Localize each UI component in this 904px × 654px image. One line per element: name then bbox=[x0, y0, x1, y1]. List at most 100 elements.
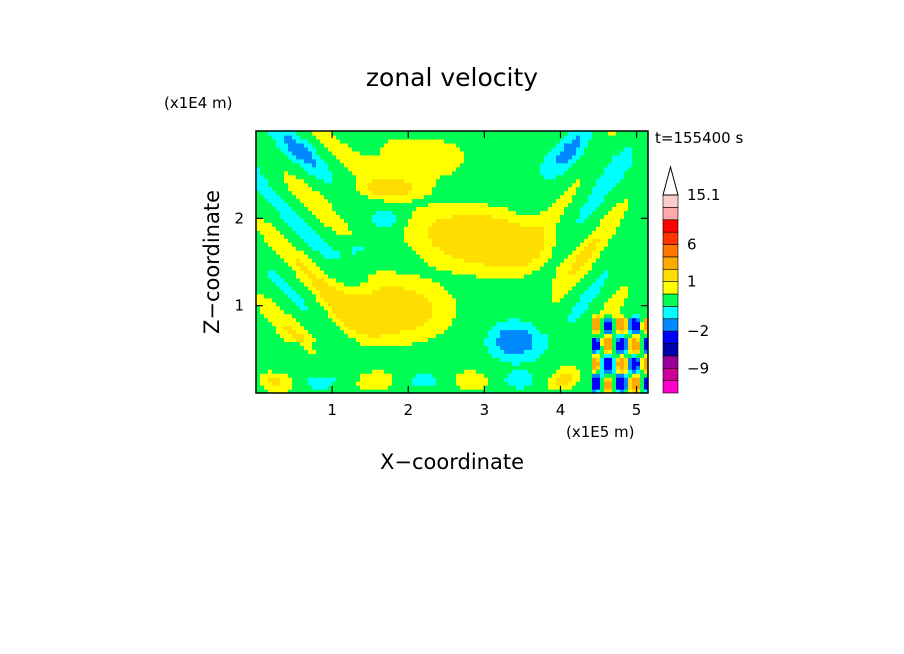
field-cell bbox=[372, 293, 377, 299]
field-cell bbox=[472, 321, 477, 327]
field-cell bbox=[316, 385, 321, 390]
field-cell bbox=[272, 218, 277, 223]
field-cell bbox=[368, 269, 373, 275]
field-cell bbox=[588, 385, 593, 390]
field-cell bbox=[472, 250, 477, 255]
field-cell bbox=[280, 250, 285, 255]
field-cell bbox=[388, 218, 393, 223]
field-cell bbox=[552, 258, 557, 263]
field-cell bbox=[472, 190, 477, 196]
field-cell bbox=[504, 317, 509, 323]
field-cell bbox=[460, 321, 465, 327]
field-cell bbox=[588, 313, 593, 319]
field-cell bbox=[300, 218, 305, 223]
field-cell bbox=[484, 333, 489, 339]
field-cell bbox=[484, 377, 489, 382]
field-cell bbox=[264, 385, 269, 390]
field-cell bbox=[616, 321, 621, 327]
field-cell bbox=[432, 258, 437, 263]
field-cell bbox=[376, 242, 381, 247]
field-cell bbox=[564, 341, 569, 346]
field-cell bbox=[380, 281, 385, 287]
field-cell bbox=[472, 337, 477, 342]
field-cell bbox=[616, 190, 621, 196]
field-cell bbox=[580, 329, 585, 335]
field-cell bbox=[348, 242, 353, 247]
field-cell bbox=[624, 242, 629, 247]
field-cell bbox=[616, 230, 621, 235]
field-cell bbox=[320, 333, 325, 339]
field-cell bbox=[396, 226, 401, 231]
field-cell bbox=[536, 305, 541, 311]
field-cell bbox=[392, 361, 397, 366]
field-cell bbox=[564, 226, 569, 231]
field-cell bbox=[516, 202, 521, 208]
field-cell bbox=[532, 258, 537, 263]
field-cell bbox=[300, 246, 305, 251]
field-cell bbox=[588, 369, 593, 374]
field-cell bbox=[364, 381, 369, 386]
field-cell bbox=[540, 273, 545, 279]
field-cell bbox=[644, 357, 648, 362]
field-cell bbox=[624, 325, 629, 331]
field-cell bbox=[512, 194, 517, 200]
field-cell bbox=[512, 273, 517, 279]
field-cell bbox=[268, 369, 273, 374]
field-cell bbox=[644, 381, 648, 386]
field-cell bbox=[420, 258, 425, 263]
field-cell bbox=[336, 321, 341, 327]
field-cell bbox=[276, 377, 281, 382]
field-cell bbox=[468, 353, 473, 358]
field-cell bbox=[572, 365, 577, 370]
field-cell bbox=[504, 218, 509, 223]
field-cell bbox=[424, 325, 429, 331]
field-cell bbox=[368, 313, 373, 319]
field-cell bbox=[384, 210, 389, 215]
field-cell bbox=[372, 289, 377, 295]
field-cell bbox=[280, 345, 285, 350]
field-cell bbox=[616, 254, 621, 259]
field-cell bbox=[300, 293, 305, 299]
field-cell bbox=[492, 333, 497, 339]
field-cell bbox=[544, 325, 549, 331]
field-cell bbox=[392, 273, 397, 279]
field-cell bbox=[620, 273, 625, 279]
field-cell bbox=[368, 202, 373, 208]
field-cell bbox=[524, 365, 529, 370]
field-cell bbox=[556, 246, 561, 251]
field-cell bbox=[336, 273, 341, 279]
field-cell bbox=[516, 361, 521, 366]
field-cell bbox=[300, 297, 305, 303]
field-cell bbox=[368, 285, 373, 291]
field-cell bbox=[304, 246, 309, 251]
field-cell bbox=[308, 226, 313, 231]
field-cell bbox=[596, 262, 601, 267]
field-cell bbox=[520, 281, 525, 287]
field-cell bbox=[596, 317, 601, 323]
field-cell bbox=[304, 273, 309, 279]
field-cell bbox=[528, 206, 533, 211]
field-cell bbox=[480, 389, 485, 393]
field-cell bbox=[368, 381, 373, 386]
field-cell bbox=[312, 269, 317, 275]
field-cell bbox=[376, 305, 381, 311]
field-cell bbox=[432, 357, 437, 362]
field-cell bbox=[468, 198, 473, 204]
field-cell bbox=[364, 373, 369, 378]
field-cell bbox=[336, 246, 341, 251]
field-cell bbox=[584, 341, 589, 346]
field-cell bbox=[428, 377, 433, 382]
field-cell bbox=[636, 277, 641, 283]
field-cell bbox=[500, 198, 505, 204]
field-cell bbox=[368, 281, 373, 287]
field-cell bbox=[500, 345, 505, 350]
field-cell bbox=[392, 222, 397, 227]
field-cell bbox=[544, 293, 549, 299]
field-cell bbox=[352, 357, 357, 362]
field-cell bbox=[432, 317, 437, 323]
field-cell bbox=[620, 353, 625, 358]
field-cell bbox=[268, 198, 273, 204]
field-cell bbox=[436, 301, 441, 307]
field-cell bbox=[604, 385, 609, 390]
field-cell bbox=[576, 309, 581, 315]
